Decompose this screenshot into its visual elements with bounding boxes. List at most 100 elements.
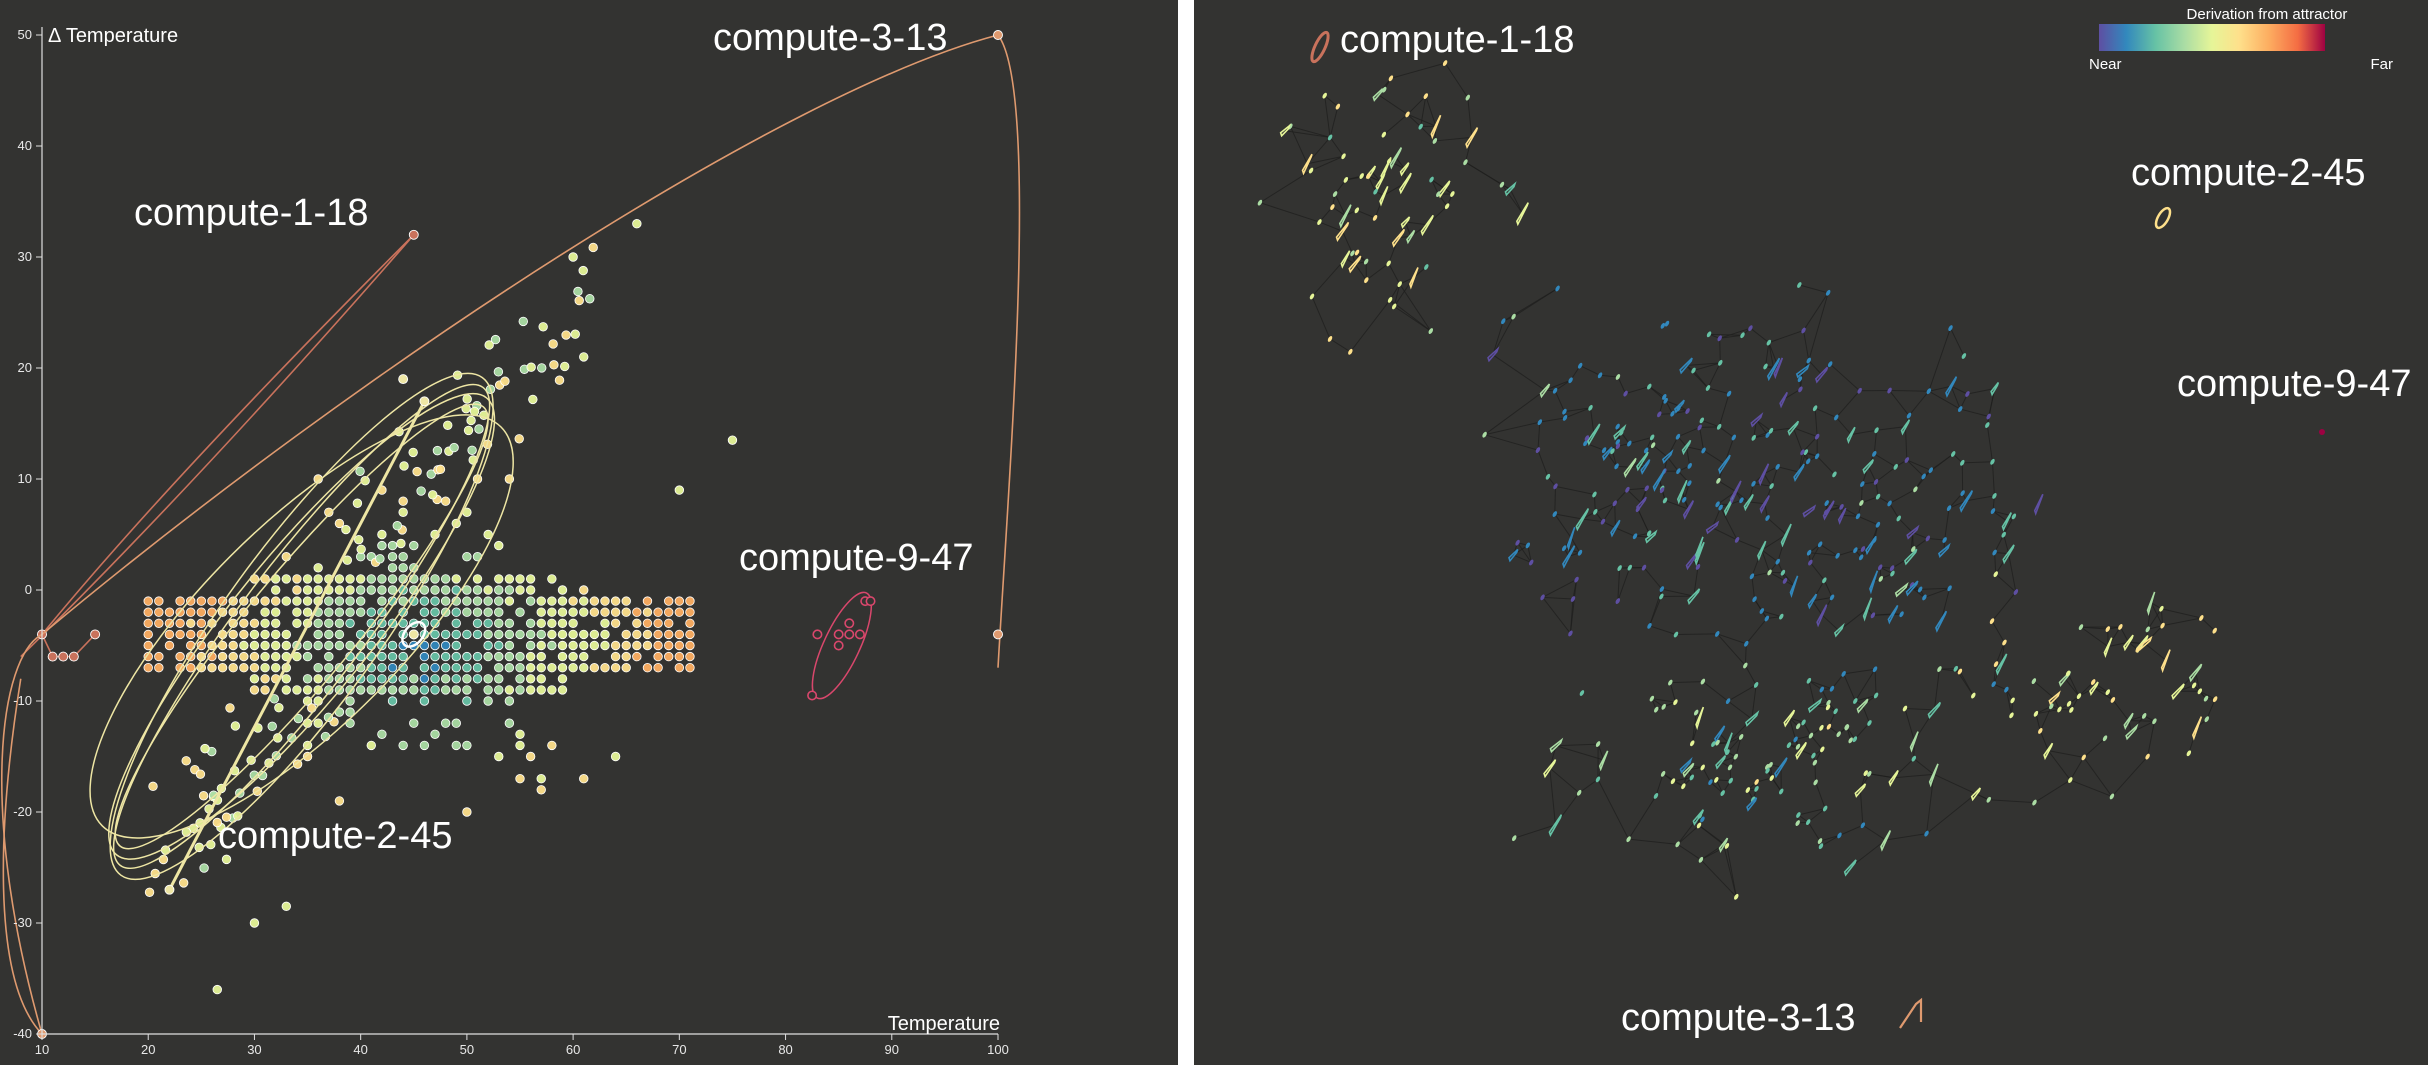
network-node (1911, 755, 1917, 762)
network-node (2002, 544, 2015, 565)
scatter-point (419, 674, 430, 684)
scatter-point (536, 785, 546, 795)
scatter-point (302, 640, 313, 651)
network-node (1814, 433, 1820, 440)
scatter-point (579, 640, 589, 651)
network-node (1693, 709, 1699, 716)
network-node (2009, 712, 2014, 719)
network-node (1751, 480, 1756, 487)
network-edge (1904, 708, 1915, 742)
network-edge (1950, 385, 1968, 395)
network-edge (1407, 113, 1437, 127)
network-node (1766, 339, 1772, 346)
scatter-point (440, 640, 451, 651)
network-node (1878, 575, 1884, 582)
scatter-point (653, 651, 663, 662)
network-edge (1615, 527, 1636, 537)
network-node (1687, 588, 1701, 605)
network-edge (1828, 506, 1842, 511)
scatter-point (518, 316, 528, 327)
scatter-point (302, 696, 313, 706)
trajectory-compute-2-45 (112, 383, 491, 870)
network-edge (2147, 721, 2155, 757)
network-node (1515, 202, 1529, 227)
network-edge (1582, 518, 1603, 523)
network-node (1257, 199, 1263, 206)
scatter-point (398, 507, 408, 518)
scatter-point (589, 663, 600, 673)
network-node (1779, 391, 1788, 409)
network-edge (2039, 706, 2052, 732)
scatter-point (334, 518, 345, 529)
network-node (1993, 571, 1998, 578)
scatter-point (526, 362, 536, 372)
scatter-point (570, 329, 580, 339)
network-node (1822, 577, 1827, 584)
network-node (1924, 830, 1929, 837)
network-edge (1492, 354, 1546, 391)
network-node (1775, 463, 1780, 470)
network-edge (1995, 553, 2010, 575)
scatter-point (313, 674, 323, 684)
network-edge (1614, 489, 1628, 504)
network-edge (1666, 456, 1679, 472)
scatter-point (462, 807, 472, 817)
scatter-point (536, 685, 546, 695)
network-edge (1829, 363, 1861, 392)
network-node (1950, 451, 1956, 457)
network-edge (1800, 749, 1814, 757)
network-edge (1425, 95, 1437, 127)
right-network-panel: Derivation from attractor Near Far compu… (1194, 0, 2428, 1065)
network-edge (1710, 781, 1724, 794)
network-edge (1537, 422, 1541, 451)
scatter-point (387, 574, 398, 584)
network-node (1423, 93, 1429, 100)
scatter-point (500, 376, 510, 386)
scatter-point (366, 629, 376, 640)
network-node (1649, 695, 1655, 702)
network-node (1759, 495, 1770, 514)
network-edge (1821, 614, 1840, 632)
network-node (1751, 434, 1756, 441)
network-node (1795, 723, 1801, 730)
network-edge (1620, 432, 1630, 444)
network-node (1888, 770, 1899, 787)
scatter-point (345, 618, 355, 629)
scatter-point (292, 585, 302, 595)
network-edge (1992, 510, 2008, 522)
scatter-point (186, 618, 196, 629)
x-tick-label: 30 (247, 1042, 261, 1057)
network-node (1825, 704, 1831, 711)
scatter-point (579, 607, 589, 617)
network-edge (2093, 687, 2108, 693)
scatter-point (260, 674, 270, 684)
scatter-point (334, 618, 345, 629)
network-node (1970, 787, 1982, 802)
network-node (1796, 812, 1801, 818)
scatter-point (270, 596, 281, 606)
network-node (2081, 754, 2086, 761)
network-edge (1756, 419, 1769, 436)
network-node (1764, 615, 1770, 622)
network-edge (1718, 393, 1730, 427)
scatter-point (600, 629, 610, 640)
scatter-point (467, 445, 477, 455)
scatter-point (154, 618, 164, 629)
network-node (1812, 405, 1818, 412)
network-node (2191, 682, 2197, 689)
network-node (1700, 816, 1705, 823)
network-edge (1862, 824, 1886, 841)
network-node (1386, 260, 1391, 267)
scatter-point (246, 755, 256, 765)
network-edge (1484, 389, 1546, 436)
scatter-point (579, 774, 589, 784)
network-node (1641, 564, 1647, 571)
network-node (1734, 536, 1740, 543)
network-edge (1564, 407, 1591, 413)
network-node (1632, 533, 1638, 540)
network-node (1960, 459, 1965, 466)
network-edge (1920, 587, 1950, 590)
network-node (1911, 546, 1916, 552)
network-node (1380, 156, 1392, 182)
network-node (2110, 696, 2116, 703)
